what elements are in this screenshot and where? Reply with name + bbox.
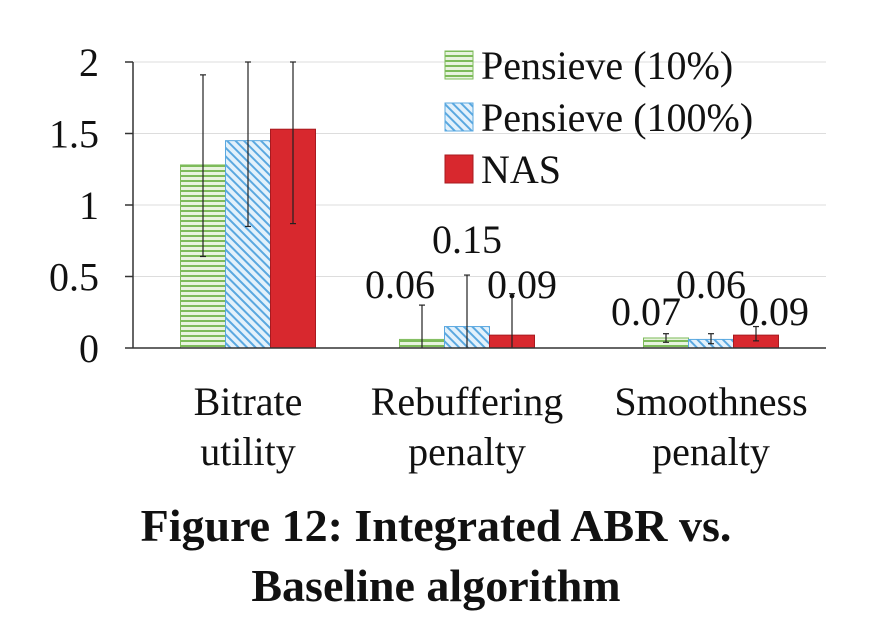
category-label: Smoothness (614, 379, 807, 424)
category-label: penalty (652, 429, 770, 474)
data-label: 0.09 (487, 262, 557, 307)
error-bars (200, 61, 759, 348)
data-labels: 0.060.070.150.060.090.09 (365, 217, 809, 334)
legend-swatch (444, 50, 474, 80)
y-tick-label: 1 (79, 183, 99, 228)
data-label: 0.06 (676, 262, 746, 307)
data-label: 0.07 (611, 289, 681, 334)
figure-caption-line1: Figure 12: Integrated ABR vs. (140, 500, 732, 551)
legend-swatch (444, 154, 474, 184)
figure-caption-line2: Baseline algorithm (251, 560, 621, 611)
bar-chart: 0 0.5 1 1.5 2 Bitrate utility Rebuffering penalt… (49, 40, 826, 474)
legend-label: Pensieve (100%) (481, 95, 753, 140)
category-label: utility (200, 429, 296, 474)
y-tick-label: 2 (79, 40, 99, 85)
data-label: 0.06 (365, 262, 435, 307)
data-label: 0.09 (739, 289, 809, 334)
legend: Pensieve (10%) Pensieve (100%) NAS (444, 43, 753, 192)
data-label: 0.15 (432, 217, 502, 262)
y-tick-label: 0.5 (49, 255, 99, 300)
legend-label: NAS (481, 147, 561, 192)
legend-label: Pensieve (10%) (481, 43, 733, 88)
category-label: penalty (408, 429, 526, 474)
y-tick-label: 1.5 (49, 112, 99, 157)
category-label: Rebuffering (371, 379, 564, 424)
legend-swatch (444, 102, 474, 132)
axes: 0 0.5 1 1.5 2 Bitrate utility Rebuffering penalt… (49, 40, 826, 474)
y-tick-label: 0 (79, 326, 99, 371)
category-label: Bitrate (194, 379, 303, 424)
